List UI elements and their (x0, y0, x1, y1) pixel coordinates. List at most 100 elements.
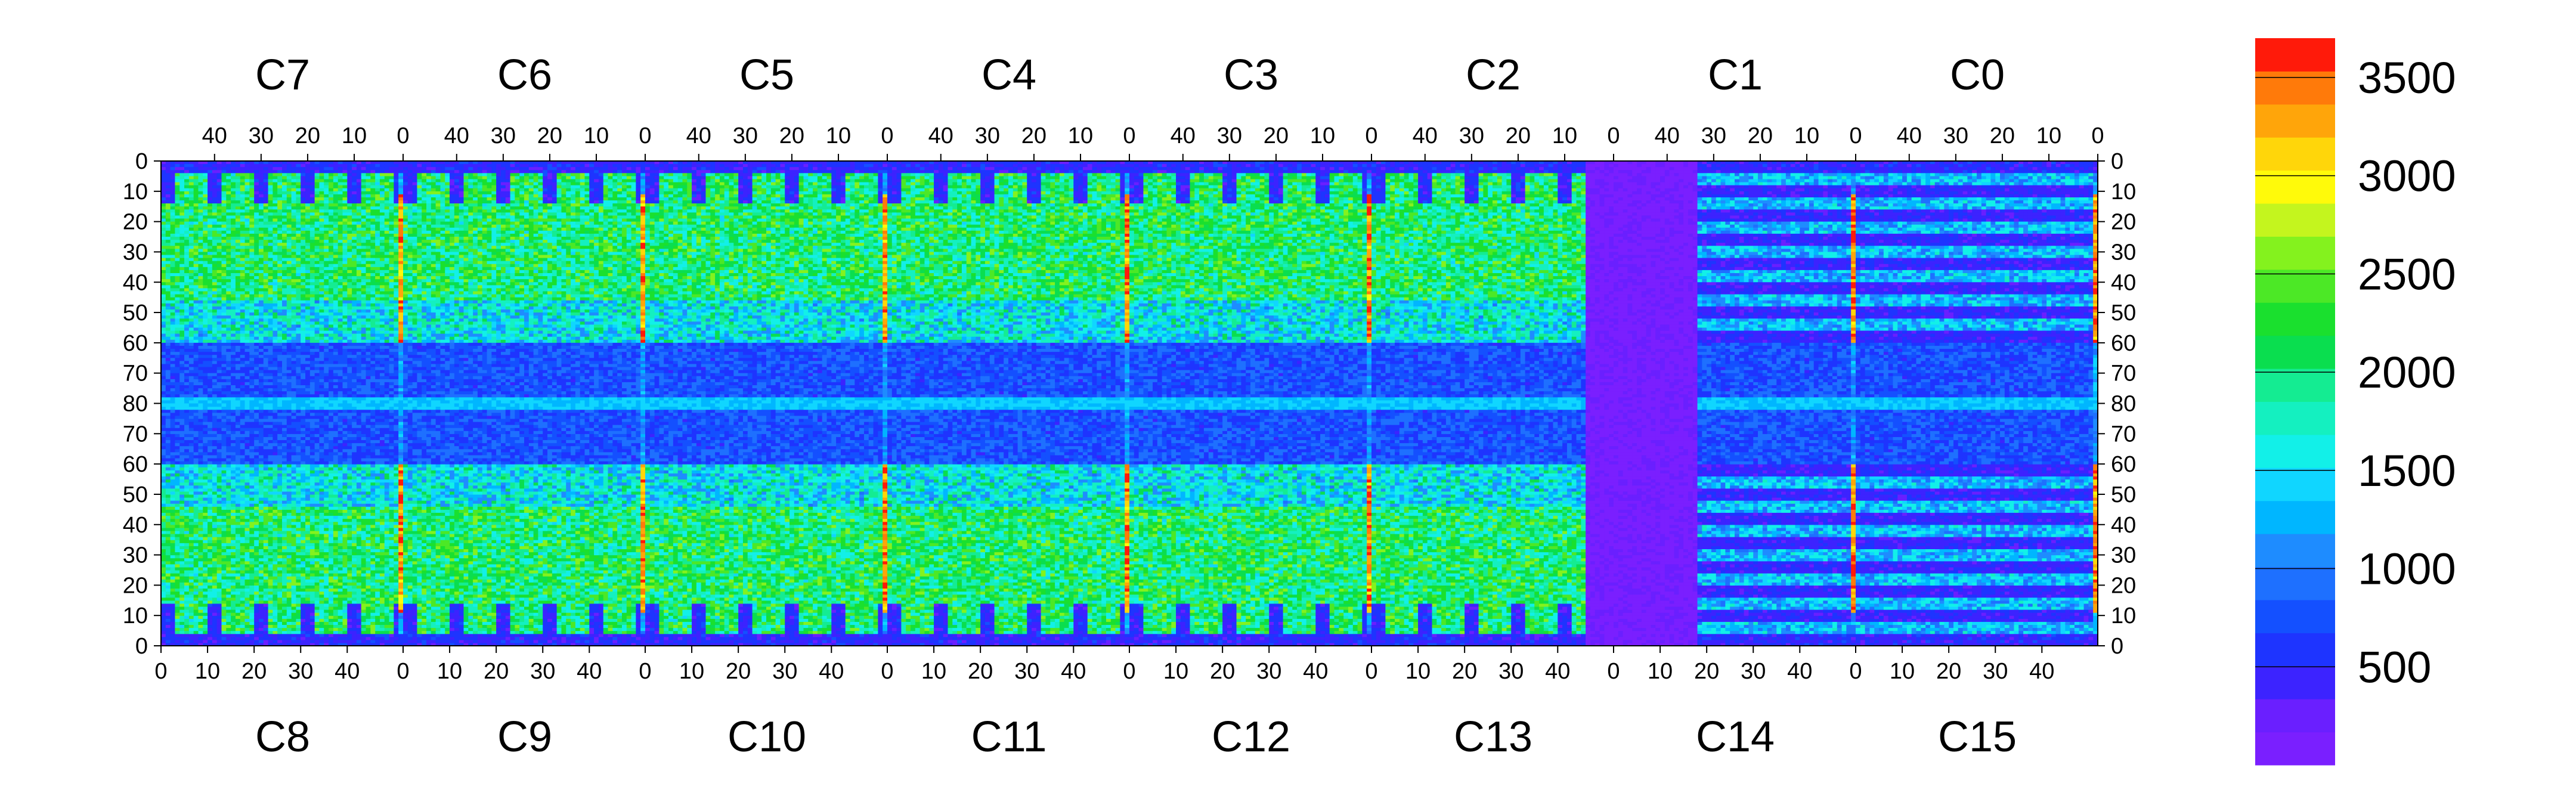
heatmap-cell (222, 191, 227, 195)
heatmap-cell (189, 194, 194, 198)
heatmap-cell (287, 385, 292, 389)
heatmap-cell (161, 301, 166, 304)
heatmap-cell (292, 285, 296, 289)
heatmap-cell (240, 309, 245, 313)
heatmap-cell (282, 176, 287, 179)
heatmap-cell (198, 261, 203, 265)
heatmap-cell (171, 315, 175, 319)
heatmap-cell (254, 301, 259, 304)
heatmap-cell (277, 282, 282, 286)
heatmap-cell (315, 258, 320, 262)
heatmap-cell (277, 331, 282, 335)
heatmap-cell (287, 309, 292, 313)
heatmap-cell (315, 185, 320, 189)
heatmap-cell (254, 276, 259, 280)
heatmap-cell (194, 276, 199, 280)
heatmap-cell (166, 243, 171, 246)
heatmap-cell (315, 170, 320, 174)
heatmap-cell (296, 194, 301, 198)
heatmap-cell (343, 273, 348, 277)
heatmap-cell (236, 324, 240, 328)
heatmap-cell (249, 200, 254, 204)
heatmap-cell (301, 167, 305, 171)
heatmap-cell (296, 367, 301, 371)
heatmap-cell (310, 249, 315, 252)
heatmap-cell (301, 340, 305, 343)
heatmap-cell (292, 355, 296, 358)
heatmap-cell (347, 215, 352, 219)
heatmap-cell (282, 246, 287, 249)
heatmap-cell (203, 373, 208, 377)
heatmap-cell (315, 340, 320, 343)
heatmap-cell (175, 346, 179, 349)
heatmap-cell (231, 279, 236, 283)
heatmap-cell (287, 170, 292, 174)
heatmap-cell (292, 327, 296, 331)
heatmap-cell (194, 349, 199, 352)
heatmap-cell (217, 318, 222, 322)
heatmap-cell (338, 364, 343, 367)
heatmap-cell (301, 273, 305, 277)
heatmap-cell (240, 267, 245, 271)
heatmap-cell (324, 197, 329, 201)
heatmap-cell (212, 212, 217, 216)
heatmap-cell (305, 237, 310, 240)
heatmap-cell (161, 388, 166, 392)
heatmap-cell (292, 370, 296, 374)
heatmap-cell (249, 400, 254, 404)
heatmap-cell (245, 164, 250, 168)
heatmap-cell (338, 358, 343, 361)
heatmap-cell (310, 321, 315, 325)
heatmap-cell (301, 219, 305, 222)
heatmap-cell (171, 179, 175, 182)
heatmap-cell (319, 331, 324, 335)
heatmap-cell (315, 240, 320, 243)
heatmap-cell (273, 400, 277, 404)
heatmap-cell (287, 212, 292, 216)
heatmap-cell (175, 249, 179, 252)
heatmap-cell (212, 361, 217, 364)
heatmap-cell (236, 288, 240, 292)
heatmap-cell (236, 382, 240, 386)
heatmap-cell (194, 355, 199, 358)
heatmap-cell (338, 370, 343, 374)
heatmap-cell (222, 298, 227, 301)
heatmap-cell (212, 170, 217, 174)
heatmap-cell (329, 385, 333, 389)
heatmap-cell (194, 376, 199, 380)
heatmap-cell (226, 279, 231, 283)
heatmap-cell (329, 249, 333, 252)
heatmap-cell (324, 234, 329, 237)
heatmap-cell (194, 327, 199, 331)
chip-label-c12: C12 (1212, 713, 1290, 761)
heatmap-cell (231, 197, 236, 201)
heatmap-cell (296, 343, 301, 346)
heatmap-cell (315, 206, 320, 210)
heatmap-cell (203, 376, 208, 380)
heatmap-cell (249, 246, 254, 249)
heatmap-cell (171, 382, 175, 386)
heatmap-cell (301, 194, 305, 198)
heatmap-cell (259, 273, 264, 277)
heatmap-cell (268, 231, 273, 234)
heatmap-cell (282, 255, 287, 259)
heatmap-cell (296, 346, 301, 349)
heatmap-cell (343, 358, 348, 361)
heatmap-cell (184, 209, 189, 213)
heatmap-cell (292, 331, 296, 335)
heatmap-cell (273, 391, 277, 395)
heatmap-cell (315, 225, 320, 228)
heatmap-cell (273, 209, 277, 213)
heatmap-cell (264, 385, 268, 389)
heatmap-cell (189, 255, 194, 259)
heatmap-cell (310, 243, 315, 246)
heatmap-cell (319, 188, 324, 192)
heatmap-cell (343, 337, 348, 340)
heatmap-cell (273, 349, 277, 352)
heatmap-cell (240, 295, 245, 298)
heatmap-cell (264, 273, 268, 277)
heatmap-cell (184, 334, 189, 338)
heatmap-cell (245, 388, 250, 392)
heatmap-cell (217, 306, 222, 310)
heatmap-cell (166, 318, 171, 322)
